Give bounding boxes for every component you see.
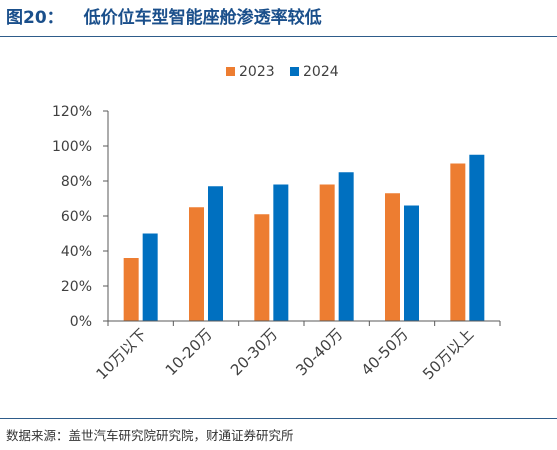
bar-2024-0 [142, 233, 158, 321]
x-tick-label: 50万以上 [419, 325, 477, 383]
bar-2023-1 [189, 207, 204, 321]
bottom-rule [0, 418, 557, 419]
x-tick-label: 10-20万 [162, 325, 216, 379]
x-tick-label: 10万以下 [92, 325, 150, 383]
y-tick-label: 120% [52, 104, 92, 120]
bar-chart: 2023 2024 0% 20% 40% 60% 80% 100% 120% 10万以下 10-… [52, 64, 501, 383]
y-axis: 0% 20% 40% 60% 80% 100% 120% [52, 104, 109, 330]
y-tick-label: 20% [61, 279, 92, 295]
figure-title-text: 低价位车型智能座舱渗透率较低 [83, 8, 322, 28]
x-tick-label: 40-50万 [358, 325, 412, 379]
bar-2024-2 [273, 184, 289, 321]
bar-2024-5 [469, 154, 485, 321]
legend-label-2023: 2023 [239, 64, 275, 80]
x-axis: 10万以下 10-20万 20-30万 30-40万 40-50万 50万以上 [92, 320, 501, 383]
bars [123, 154, 485, 321]
figure-label: 图20： [6, 8, 64, 28]
source-note: 数据来源：盖世汽车研究院研究院，财通证券研究所 [6, 428, 294, 443]
x-tick-label: 30-40万 [292, 325, 346, 379]
bar-2024-4 [404, 205, 419, 321]
y-tick-label: 0% [70, 314, 92, 330]
y-tick-label: 60% [61, 209, 92, 225]
bar-2023-3 [319, 184, 335, 321]
y-tick-label: 40% [61, 244, 92, 260]
bar-2023-2 [254, 214, 270, 321]
legend-swatch-2024 [290, 67, 299, 76]
bar-2024-1 [208, 186, 223, 321]
bar-2023-5 [450, 163, 466, 321]
x-tick-label: 20-30万 [227, 325, 281, 379]
top-rule [0, 36, 557, 37]
bar-2023-0 [123, 258, 139, 321]
bar-2024-3 [338, 172, 354, 321]
figure-title: 图20： 低价位车型智能座舱渗透率较低 [6, 4, 322, 32]
y-tick-label: 100% [52, 139, 92, 155]
y-tick-label: 80% [61, 174, 92, 190]
legend-swatch-2023 [226, 67, 235, 76]
legend: 2023 2024 [226, 64, 339, 80]
legend-label-2024: 2024 [303, 64, 339, 80]
bar-2023-4 [385, 193, 400, 321]
